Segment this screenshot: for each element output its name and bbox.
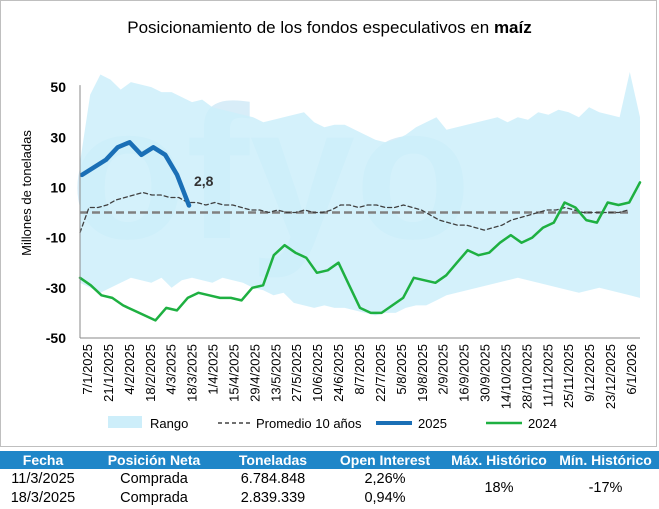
x-tick-label: 6/1/2026 — [624, 344, 639, 395]
x-tick-label: 29/4/2025 — [247, 344, 262, 402]
title-text: Posicionamiento de los fondos especulati… — [127, 18, 494, 37]
x-tick-label: 22/7/2025 — [373, 344, 388, 402]
summary-table: Fecha Posición Neta Toneladas Open Inter… — [0, 451, 659, 507]
x-tick-label: 23/12/2025 — [603, 344, 618, 409]
x-tick-label: 5/8/2025 — [394, 344, 409, 395]
x-tick-label: 4/3/2025 — [164, 344, 179, 395]
legend-label: Rango — [150, 416, 188, 431]
x-tick-label: 16/9/2025 — [457, 344, 472, 402]
y-tick-label: -50 — [46, 330, 66, 346]
cell-toneladas: 2.839.339 — [240, 489, 306, 506]
range-area — [80, 72, 640, 316]
y-tick-label: 30 — [50, 129, 66, 145]
x-tick-label: 2/9/2025 — [436, 344, 451, 395]
x-tick-label: 10/6/2025 — [310, 344, 325, 402]
y-tick-label: 50 — [50, 79, 66, 95]
x-tick-label: 9/12/2025 — [582, 344, 597, 402]
x-tick-label: 7/1/2025 — [80, 344, 95, 395]
axes: 50 30 10 -10 -30 -50 7/1/2025 21/1/2025 4/2/2025… — [46, 79, 640, 409]
cell-min-historico: -17% — [588, 480, 623, 496]
series-2024 — [78, 181, 642, 322]
legend-label: 2025 — [418, 416, 447, 431]
cell-max-historico: 18% — [484, 480, 514, 496]
legend-label: Promedio 10 años — [256, 416, 362, 431]
x-tick-label: 4/2/2025 — [122, 344, 137, 395]
x-tick-label: 24/6/2025 — [331, 344, 346, 402]
legend-swatch-rango — [108, 416, 142, 428]
x-tick-label: 13/5/2025 — [268, 344, 283, 402]
x-tick-label: 1/4/2025 — [206, 344, 221, 395]
x-tick-label: 8/7/2025 — [352, 344, 367, 395]
chart-svg: ofyo 503010-10-30-507/1/202521/1/20254/2… — [19, 67, 642, 431]
cell-open-interest: 0,94% — [364, 489, 406, 506]
series-promedio-10-anos — [79, 191, 629, 234]
series-2025 — [79, 140, 192, 208]
title-bold-word: maíz — [493, 18, 532, 37]
header-open-interest: Open Interest — [324, 451, 446, 469]
x-tick-label: 19/8/2025 — [415, 344, 430, 402]
header-fecha: Fecha — [0, 451, 86, 469]
header-posicion: Posición Neta — [86, 451, 222, 469]
y-tick-label: 10 — [50, 179, 66, 195]
series-lines — [78, 140, 642, 322]
x-tick-label: 21/1/2025 — [101, 344, 116, 402]
cell-toneladas: 6.784.848 — [240, 470, 306, 487]
header-min-historico: Mín. Histórico — [552, 451, 659, 469]
legend-label: 2024 — [528, 416, 557, 431]
header-toneladas: Toneladas — [222, 451, 324, 469]
x-tick-label: 14/10/2025 — [498, 344, 513, 409]
chart-title: Posicionamiento de los fondos especulati… — [0, 18, 659, 38]
cell-posicion: Comprada — [120, 489, 188, 506]
annotation-2025-last: 2,8 — [194, 173, 214, 189]
x-tick-label: 30/9/2025 — [478, 344, 493, 402]
cell-posicion: Comprada — [120, 470, 188, 487]
header-max-historico: Máx. Histórico — [446, 451, 552, 469]
table-row: 18/3/2025 Comprada 2.839.339 0,94% — [0, 488, 659, 507]
x-tick-label: 25/11/2025 — [561, 344, 576, 408]
y-tick-label: -30 — [46, 280, 66, 296]
x-tick-label: 18/3/2025 — [185, 344, 200, 402]
legend: Rango Promedio 10 años 2025 2024 — [108, 416, 557, 431]
cell-open-interest: 2,26% — [364, 470, 406, 487]
table-header-row: Fecha Posición Neta Toneladas Open Inter… — [0, 451, 659, 469]
x-tick-label: 27/5/2025 — [289, 344, 304, 402]
x-tick-label: 15/4/2025 — [226, 344, 241, 402]
x-tick-label: 18/2/2025 — [143, 344, 158, 402]
range-area-shape — [80, 72, 640, 316]
x-tick-label: 28/10/2025 — [519, 344, 534, 409]
y-axis-title: Millones de toneladas — [19, 130, 34, 256]
table-row: 11/3/2025 Comprada 6.784.848 2,26% 18% -… — [0, 469, 659, 497]
y-tick-label: -10 — [46, 230, 66, 246]
cell-fecha: 18/3/2025 — [10, 489, 76, 506]
cell-fecha: 11/3/2025 — [11, 470, 75, 487]
x-tick-label: 11/11/2025 — [540, 344, 555, 407]
